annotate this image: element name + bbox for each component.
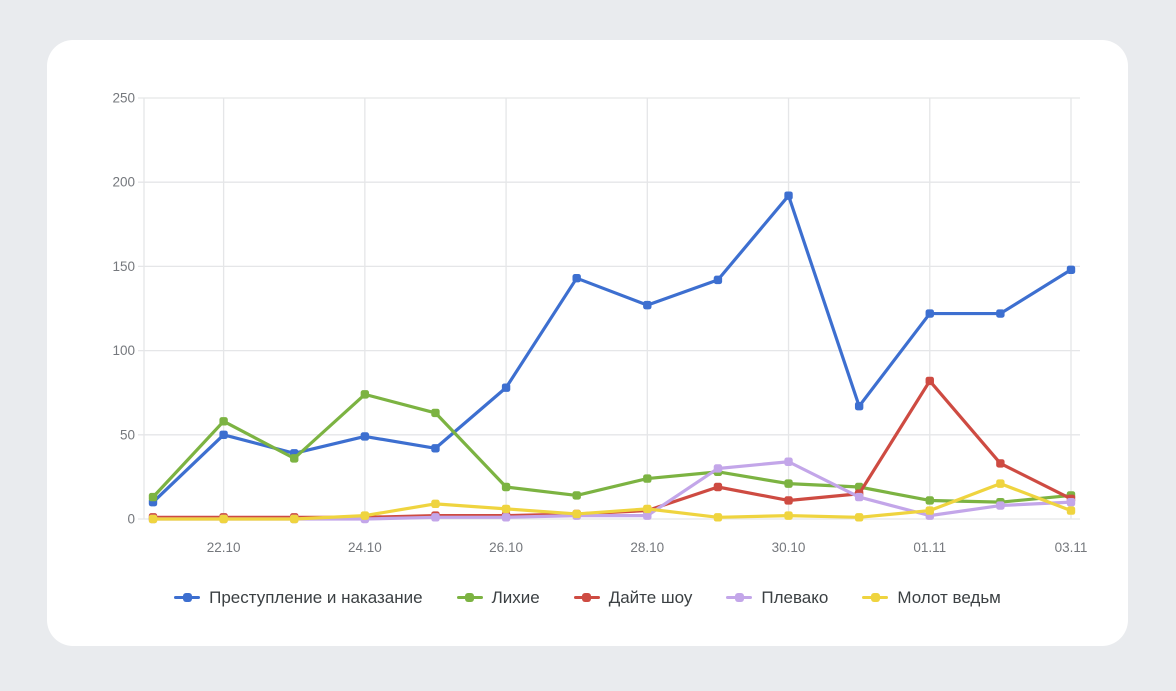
x-axis-tick-label: 26.10 <box>489 540 523 555</box>
data-point-3-5[interactable] <box>501 513 511 522</box>
chart-card: 0 50 100 150 200 250 22.10 24.10 26.10 28.10 30.10… <box>47 40 1128 646</box>
legend-item-molot-vedm[interactable]: Молот ведьм <box>862 589 1001 606</box>
y-axis-tick-label: 250 <box>112 91 135 106</box>
legend-item-plevako[interactable]: Плевако <box>726 589 828 606</box>
data-point-2-11[interactable] <box>925 376 934 386</box>
legend-label: Преступление и наказание <box>209 587 423 607</box>
data-point-0-6[interactable] <box>572 273 581 283</box>
data-point-1-11[interactable] <box>925 496 934 505</box>
data-point-4-0[interactable] <box>148 514 158 524</box>
data-point-1-7[interactable] <box>643 474 652 483</box>
data-point-3-13[interactable] <box>1066 497 1076 507</box>
data-point-4-7[interactable] <box>643 504 652 514</box>
x-axis-tick-label: 22.10 <box>207 540 241 555</box>
data-point-4-12[interactable] <box>996 479 1005 488</box>
data-point-1-1[interactable] <box>219 417 228 426</box>
data-point-2-12[interactable] <box>996 459 1005 468</box>
data-point-3-10[interactable] <box>854 492 864 502</box>
data-point-4-4[interactable] <box>431 499 440 509</box>
data-point-4-10[interactable] <box>854 513 864 522</box>
legend-label: Плевако <box>761 587 829 607</box>
data-point-1-0[interactable] <box>148 492 158 502</box>
legend-item-dayte-shou[interactable]: Дайте шоу <box>573 587 693 607</box>
series-marker-icon <box>573 592 600 602</box>
data-point-0-10[interactable] <box>854 401 864 411</box>
x-axis-tick-label: 01.11 <box>913 540 946 555</box>
data-point-4-9[interactable] <box>784 511 793 520</box>
data-point-4-5[interactable] <box>501 504 511 514</box>
line-chart: 0 50 100 150 200 250 22.10 24.10 26.10 28.10 30.10… <box>112 91 1088 556</box>
legend-label: Молот ведьм <box>897 587 1001 607</box>
y-axis-tick-label: 50 <box>120 427 135 442</box>
data-point-0-7[interactable] <box>643 300 652 310</box>
data-point-0-1[interactable] <box>219 430 228 439</box>
data-point-0-8[interactable] <box>713 275 723 285</box>
data-point-4-3[interactable] <box>360 511 370 520</box>
data-point-3-8[interactable] <box>713 464 723 473</box>
legend-label: Дайте шоу <box>608 587 693 607</box>
x-axis-tick-label: 28.10 <box>630 540 664 555</box>
series-line-1 <box>151 392 1073 504</box>
data-point-1-2[interactable] <box>290 454 299 463</box>
y-axis-tick-label: 100 <box>112 343 135 358</box>
y-axis-tick-label: 0 <box>127 512 135 527</box>
data-point-3-12[interactable] <box>996 501 1005 510</box>
series-line-2 <box>151 379 1073 519</box>
data-point-0-13[interactable] <box>1066 265 1076 274</box>
data-point-4-13[interactable] <box>1066 506 1076 515</box>
series-marker-icon <box>174 592 201 602</box>
series-marker-icon <box>726 592 753 602</box>
data-point-0-4[interactable] <box>431 444 440 453</box>
legend-item-lihie[interactable]: Лихие <box>456 587 540 607</box>
series-marker-icon <box>456 592 483 602</box>
legend-item-prestuplenie-i-nakazanie[interactable]: Преступление и наказание <box>174 587 423 607</box>
data-point-2-8[interactable] <box>713 482 723 492</box>
data-point-1-5[interactable] <box>501 482 511 492</box>
data-point-1-9[interactable] <box>784 479 793 488</box>
data-point-4-6[interactable] <box>572 509 581 519</box>
data-point-1-6[interactable] <box>572 491 581 500</box>
data-point-1-4[interactable] <box>431 408 440 418</box>
y-axis-tick-label: 150 <box>112 259 135 274</box>
data-point-2-9[interactable] <box>784 496 793 505</box>
chart-area: 0 50 100 150 200 250 22.10 24.10 26.10 28.10 30.10… <box>47 40 1128 646</box>
series-marker-icon <box>862 592 889 602</box>
y-axis-tick-label: 200 <box>112 175 135 190</box>
data-point-0-3[interactable] <box>360 432 370 441</box>
series-line-0 <box>151 194 1073 504</box>
data-point-4-8[interactable] <box>713 513 723 522</box>
data-point-1-3[interactable] <box>360 390 370 399</box>
series-line-4 <box>151 482 1073 521</box>
data-point-3-4[interactable] <box>431 513 440 522</box>
data-point-0-5[interactable] <box>501 383 511 392</box>
data-point-0-9[interactable] <box>784 191 793 200</box>
data-point-3-9[interactable] <box>784 457 793 466</box>
data-point-4-11[interactable] <box>925 506 934 515</box>
x-axis-tick-label: 24.10 <box>348 540 382 555</box>
data-point-4-2[interactable] <box>290 514 299 524</box>
data-point-3-7[interactable] <box>643 511 652 520</box>
data-point-4-1[interactable] <box>219 514 228 524</box>
legend-label: Лихие <box>491 587 540 607</box>
chart-legend: Преступление и наказание Лихие Дайте шоу… <box>47 583 1128 611</box>
x-axis-tick-label: 30.10 <box>772 540 806 555</box>
data-point-0-11[interactable] <box>925 309 934 318</box>
data-point-0-12[interactable] <box>996 309 1005 318</box>
x-axis-tick-label: 03.11 <box>1055 540 1088 555</box>
